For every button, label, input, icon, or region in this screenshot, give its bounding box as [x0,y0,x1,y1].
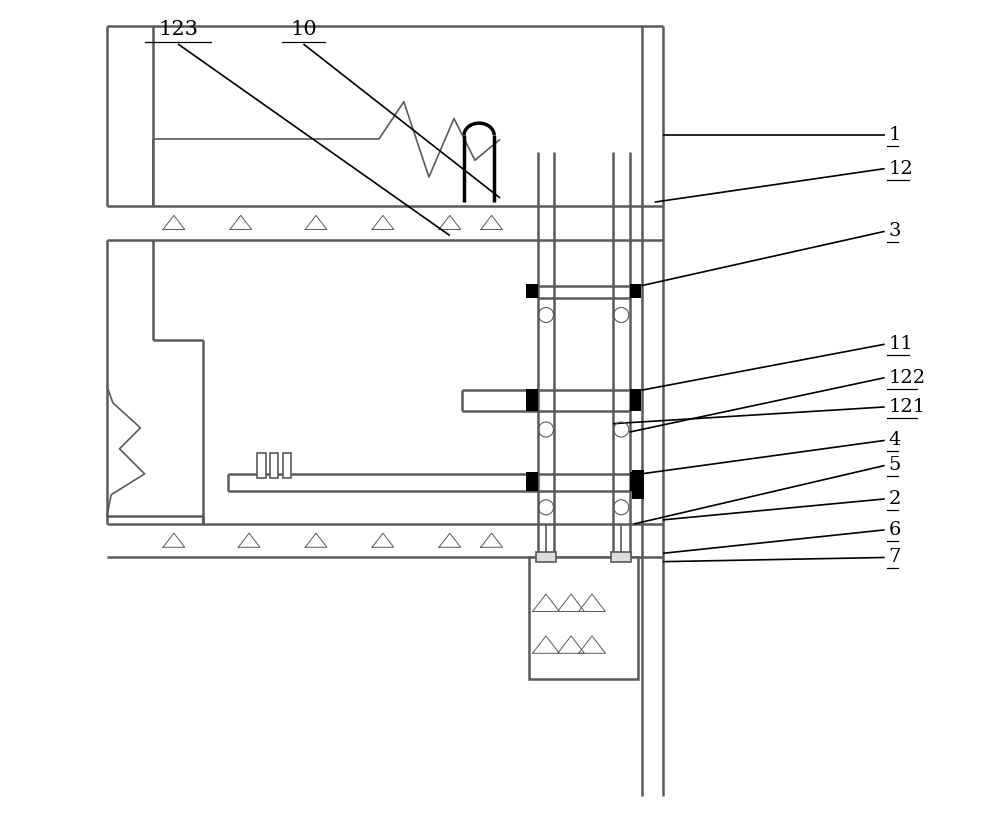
Text: 122: 122 [889,368,926,387]
Text: 5: 5 [889,456,901,475]
Text: 4: 4 [889,431,901,450]
Bar [630,388,641,411]
Bar [630,284,641,298]
Text: 10: 10 [290,20,317,39]
Text: 12: 12 [889,159,914,178]
Bar [526,388,538,411]
Bar [536,551,556,561]
Text: 11: 11 [889,336,914,353]
Bar [526,472,538,491]
Bar [632,470,644,499]
Text: 3: 3 [889,222,901,240]
Bar [611,551,631,561]
Text: 1: 1 [889,126,901,144]
Bar [526,284,538,298]
Text: 6: 6 [889,521,901,539]
Bar [283,453,291,478]
Text: 7: 7 [889,549,901,566]
Text: 2: 2 [889,490,901,508]
Text: 121: 121 [889,398,926,416]
Bar [257,453,266,478]
Text: 123: 123 [158,20,198,39]
Bar [270,453,278,478]
Bar [529,557,638,679]
Bar [630,472,641,491]
